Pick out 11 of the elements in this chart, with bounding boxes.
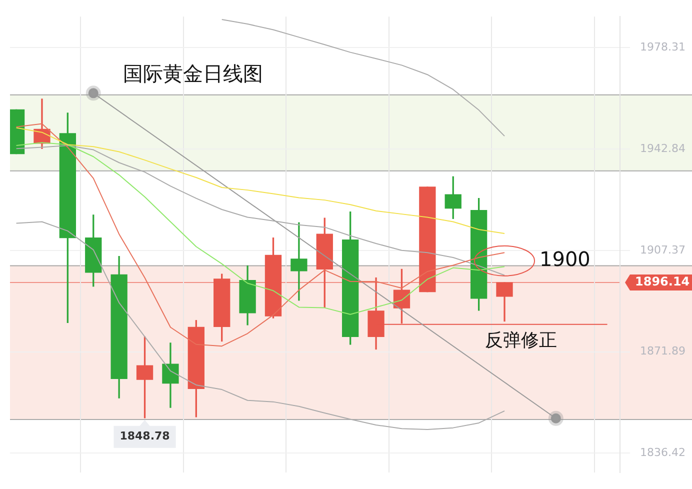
y-tick-label: 1978.31 [640,40,686,54]
annotation: 反弹修正 [485,330,558,352]
ref-line-label: 1896.14 [635,274,690,289]
annotation: 1900 [540,247,590,272]
y-tick-label: 1836.42 [640,446,686,460]
y-tick-label: 1871.89 [640,344,686,358]
y-tick-label: 1942.84 [640,142,686,155]
y-tick-label: 1907.37 [640,243,686,256]
annotation: 1848.78 [120,430,170,443]
candlestick [290,222,308,301]
text: 国际黄金日线图 [122,61,263,86]
